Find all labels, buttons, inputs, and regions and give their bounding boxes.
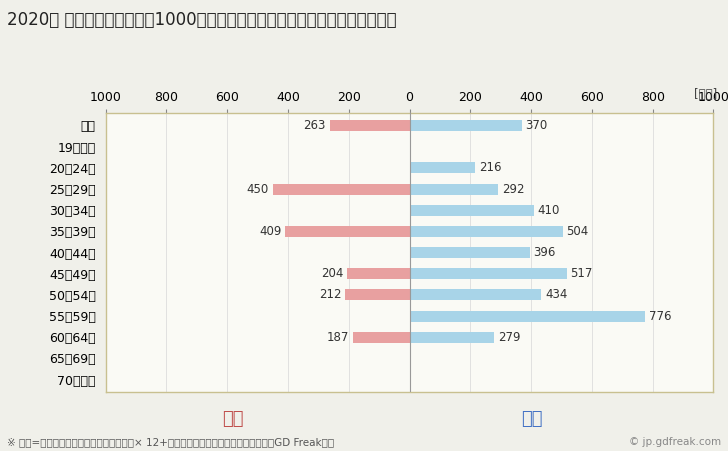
- Text: © jp.gdfreak.com: © jp.gdfreak.com: [628, 437, 721, 447]
- Text: ※ 年収=「きまって支給する現金給与額」× 12+「年間賞与その他特別給与額」としてGD Freak推計: ※ 年収=「きまって支給する現金給与額」× 12+「年間賞与その他特別給与額」と…: [7, 437, 334, 447]
- Bar: [409, 120, 522, 131]
- Text: 776: 776: [649, 309, 671, 322]
- Text: 女性: 女性: [222, 410, 244, 428]
- Text: 409: 409: [259, 225, 282, 238]
- Bar: [352, 332, 409, 343]
- Text: 370: 370: [526, 119, 548, 132]
- Text: 410: 410: [538, 204, 560, 216]
- Bar: [285, 226, 409, 237]
- Text: 204: 204: [322, 267, 344, 280]
- Text: 396: 396: [534, 246, 556, 259]
- Bar: [409, 162, 475, 173]
- Bar: [409, 332, 494, 343]
- Bar: [273, 184, 409, 194]
- Bar: [409, 311, 645, 322]
- Text: 517: 517: [570, 267, 593, 280]
- Bar: [345, 290, 409, 300]
- Text: 187: 187: [327, 331, 349, 344]
- Text: 434: 434: [545, 289, 567, 301]
- Text: 263: 263: [304, 119, 326, 132]
- Text: 450: 450: [247, 183, 269, 196]
- Text: 504: 504: [566, 225, 588, 238]
- Text: [万円]: [万円]: [694, 88, 717, 101]
- Bar: [347, 268, 409, 279]
- Bar: [409, 268, 566, 279]
- Text: 279: 279: [498, 331, 521, 344]
- Text: 男性: 男性: [521, 410, 542, 428]
- Bar: [409, 205, 534, 216]
- Bar: [330, 120, 409, 131]
- Text: 212: 212: [319, 289, 341, 301]
- Bar: [409, 184, 498, 194]
- Text: 2020年 民間企業（従業者数1000人以上）フルタイム労働者の男女別平均年収: 2020年 民間企業（従業者数1000人以上）フルタイム労働者の男女別平均年収: [7, 11, 397, 29]
- Bar: [409, 247, 530, 258]
- Bar: [409, 226, 563, 237]
- Text: 216: 216: [479, 161, 502, 175]
- Text: 292: 292: [502, 183, 524, 196]
- Bar: [409, 290, 542, 300]
